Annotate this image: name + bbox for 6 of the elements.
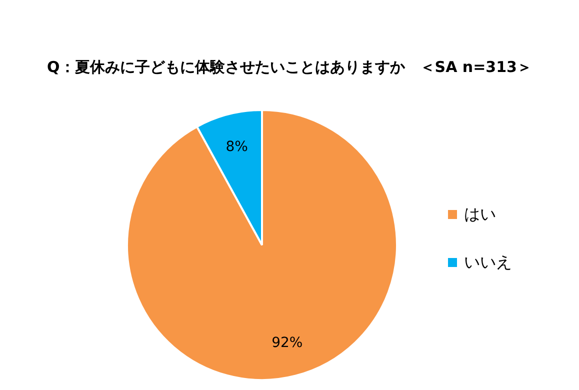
chart-title: Q：夏休みに子どもに体験させたいことはありますか ＜SA n=313＞ (47, 58, 532, 76)
pie-slice (126, 109, 398, 381)
data-label: 8% (226, 138, 248, 155)
data-label: 92% (272, 334, 303, 351)
legend-label: はい (464, 204, 496, 224)
legend-label: いいえ (464, 252, 512, 272)
